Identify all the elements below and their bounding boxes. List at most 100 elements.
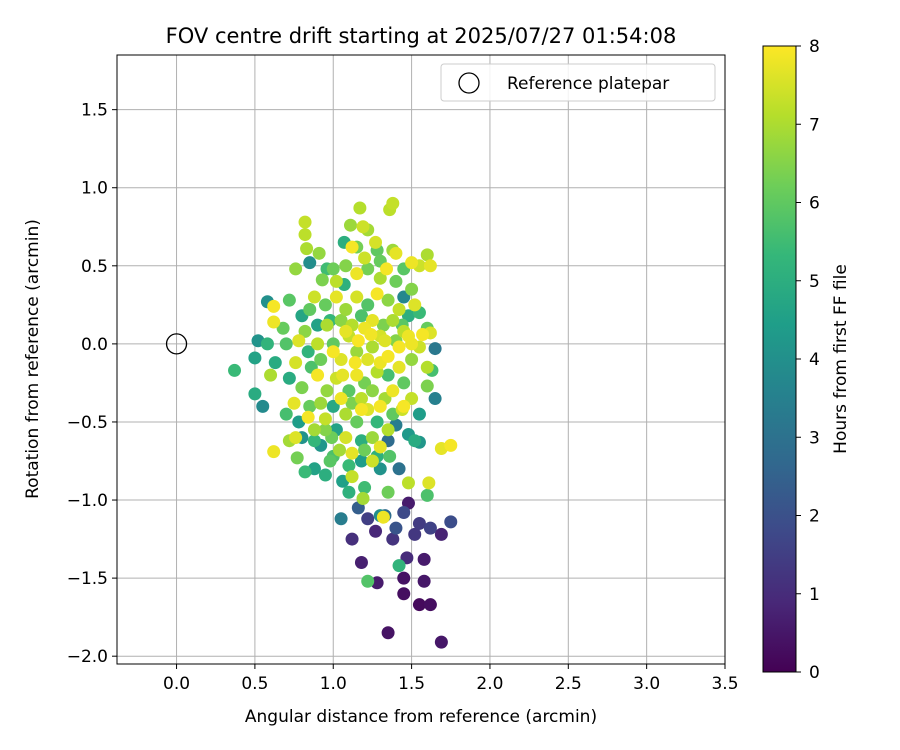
scatter-point <box>358 251 372 265</box>
scatter-point <box>420 379 434 393</box>
reference-marker <box>165 333 188 355</box>
scatter-point <box>315 273 329 287</box>
scatter-point <box>420 248 434 262</box>
legend-entry-reference-platepar: Reference platepar <box>507 74 669 94</box>
x-tick-label: 2.5 <box>555 674 582 694</box>
scatter-point <box>345 532 359 546</box>
scatter-point <box>434 635 448 649</box>
scatter-point <box>301 410 315 424</box>
scatter-point <box>369 235 383 249</box>
scatter-point <box>356 220 370 234</box>
scatter-point <box>314 396 328 410</box>
scatter-point <box>444 515 458 529</box>
scatter-point <box>373 399 387 413</box>
scatter-point <box>381 485 395 499</box>
scatter-point <box>389 246 403 260</box>
scatter-point <box>370 415 384 429</box>
scatter-point <box>351 334 365 348</box>
scatter-point <box>326 345 340 359</box>
y-tick-label: −2.0 <box>67 647 108 667</box>
scatter-point <box>303 399 317 413</box>
scatter-point <box>282 371 296 385</box>
scatter-point <box>329 274 343 288</box>
scatter-point <box>267 315 281 329</box>
scatter-point <box>348 356 362 370</box>
scatter-point <box>318 298 332 312</box>
scatter-point <box>416 328 430 342</box>
scatter-point <box>389 274 403 288</box>
scatter-point <box>268 356 282 370</box>
colorbar-tick-label: 7 <box>809 115 820 135</box>
scatter-point <box>301 345 315 359</box>
scatter-point <box>386 384 400 398</box>
scatter-point <box>365 384 379 398</box>
scatter-point <box>408 298 422 312</box>
scatter-point <box>381 626 395 640</box>
y-tick-label: 1.0 <box>81 179 108 199</box>
scatter-point <box>365 340 379 354</box>
scatter-point <box>295 381 309 395</box>
scatter-point <box>358 443 372 457</box>
scatter-point <box>397 587 411 601</box>
scatter-point <box>401 476 415 490</box>
scatter-point <box>333 443 347 457</box>
scatter-point <box>336 368 350 382</box>
scatter-point <box>361 353 375 366</box>
scatter-point <box>292 334 306 348</box>
scatter-point <box>417 552 431 566</box>
legend: Reference platepar <box>440 63 716 102</box>
scatter-point <box>434 527 448 541</box>
scatter-point <box>381 349 395 363</box>
scatter-point <box>312 246 326 260</box>
x-axis-ticks: 0.0 0.5 1.0 1.5 2.0 2.5 3.0 3.5 <box>163 664 739 694</box>
scatter-point <box>392 559 406 573</box>
scatter-point <box>318 468 332 482</box>
scatter-point <box>298 465 312 479</box>
scatter-point <box>444 438 458 452</box>
scatter-point <box>389 521 403 535</box>
scatter-point <box>364 328 378 342</box>
scatter-point <box>373 440 387 454</box>
reference-platepar-point <box>165 333 188 355</box>
scatter-point <box>267 445 281 459</box>
y-tick-label: −1.0 <box>67 491 108 511</box>
legend-box <box>440 63 716 102</box>
scatter-point <box>342 459 356 473</box>
scatter-point <box>339 431 353 445</box>
scatter-point <box>314 353 328 366</box>
colorbar-label: Hours from first FF file <box>831 264 851 454</box>
scatter-point <box>361 262 375 276</box>
scatter-point <box>323 454 337 468</box>
scatter-point <box>412 516 426 530</box>
scatter-point <box>303 256 317 270</box>
scatter-point <box>401 309 415 323</box>
y-axis-label: Rotation from reference (arcmin) <box>23 219 43 499</box>
scatter-point <box>361 298 375 312</box>
scatter-point <box>276 321 290 335</box>
scatter-point <box>381 293 395 307</box>
scatter-point <box>420 360 434 374</box>
scatter-point <box>256 399 270 413</box>
scatter-point <box>354 392 368 406</box>
scatter-point <box>397 376 411 390</box>
colorbar-tick-label: 2 <box>809 507 820 527</box>
colorbar-tick-label: 1 <box>809 585 820 605</box>
x-tick-label: 0.0 <box>163 674 190 694</box>
scatter-point <box>248 351 262 365</box>
chart-title: FOV centre drift starting at 2025/07/27 … <box>166 24 677 48</box>
scatter-point <box>381 423 395 437</box>
scatter-point <box>329 290 343 304</box>
y-tick-label: −1.5 <box>67 569 108 589</box>
scatter-point <box>260 337 274 351</box>
scatter-point <box>307 290 321 304</box>
colorbar-tick-label: 5 <box>809 272 820 292</box>
scatter-point <box>405 256 419 270</box>
scatter-point <box>279 337 293 351</box>
scatter-point <box>380 262 394 276</box>
scatter-point <box>386 196 400 210</box>
scatter-point <box>350 267 364 281</box>
scatter-point <box>397 571 411 585</box>
y-tick-label: 0.5 <box>81 257 108 277</box>
scatter-point <box>423 521 437 535</box>
